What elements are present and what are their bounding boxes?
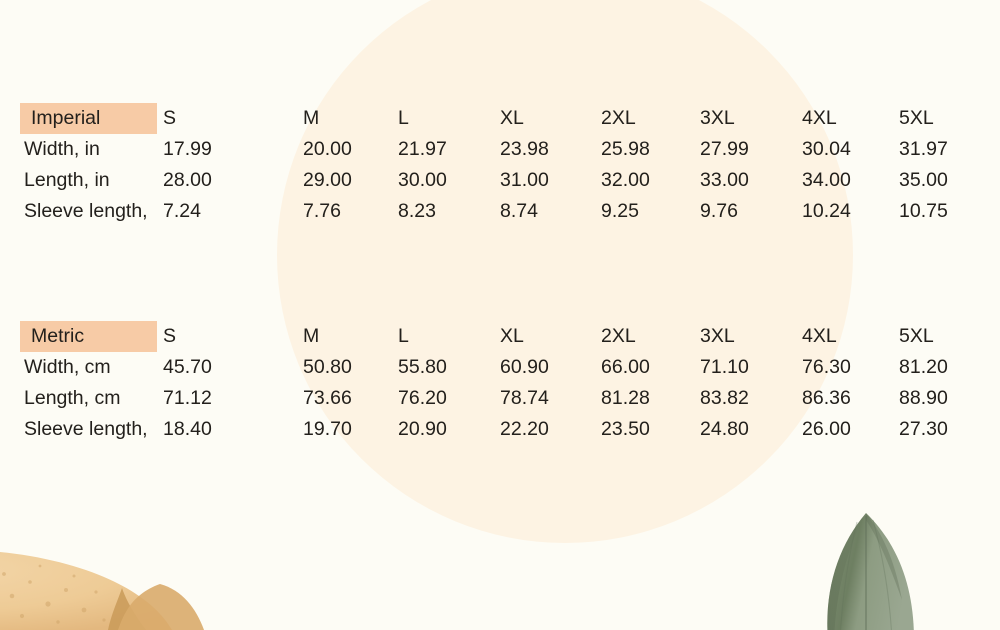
- cell-sleeve-in-4xl: 10.24: [802, 200, 851, 222]
- cell-sleeve-cm-m: 19.70: [303, 418, 352, 440]
- cell-sleeve-cm-5xl: 27.30: [899, 418, 948, 440]
- cell-width-in-l: 21.97: [398, 138, 447, 160]
- column-header-l: L: [398, 107, 409, 129]
- column-header-m: M: [303, 325, 320, 347]
- cell-width-cm-5xl: 81.20: [899, 356, 948, 378]
- unit-badge-imperial: Imperial: [20, 103, 157, 134]
- table-row: Width, in 17.99 20.00 21.97 23.98 25.98 …: [0, 134, 1000, 165]
- row-label-length-in: Length, in: [24, 169, 110, 191]
- cell-length-in-5xl: 35.00: [899, 169, 948, 191]
- cell-width-cm-4xl: 76.30: [802, 356, 851, 378]
- cell-length-cm-4xl: 86.36: [802, 387, 851, 409]
- size-table-metric: Metric S M L XL 2XL 3XL 4XL 5XL Width, c…: [0, 321, 1000, 445]
- cell-width-cm-m: 50.80: [303, 356, 352, 378]
- cell-length-cm-xl: 78.74: [500, 387, 549, 409]
- column-header-4xl: 4XL: [802, 325, 837, 347]
- column-header-5xl: 5XL: [899, 325, 934, 347]
- cell-length-in-3xl: 33.00: [700, 169, 749, 191]
- cell-length-cm-3xl: 83.82: [700, 387, 749, 409]
- row-label-width-in: Width, in: [24, 138, 100, 160]
- column-header-4xl: 4XL: [802, 107, 837, 129]
- column-header-5xl: 5XL: [899, 107, 934, 129]
- cell-width-cm-3xl: 71.10: [700, 356, 749, 378]
- size-table-imperial: Imperial S M L XL 2XL 3XL 4XL 5XL Width,…: [0, 103, 1000, 227]
- cell-sleeve-in-3xl: 9.76: [700, 200, 738, 222]
- cell-width-cm-2xl: 66.00: [601, 356, 650, 378]
- row-label-length-cm: Length, cm: [24, 387, 121, 409]
- cell-width-cm-xl: 60.90: [500, 356, 549, 378]
- cell-length-cm-m: 73.66: [303, 387, 352, 409]
- cell-width-in-4xl: 30.04: [802, 138, 851, 160]
- cell-width-in-s: 17.99: [163, 138, 212, 160]
- cell-length-cm-s: 71.12: [163, 387, 212, 409]
- cell-width-in-3xl: 27.99: [700, 138, 749, 160]
- column-header-xl: XL: [500, 325, 524, 347]
- unit-badge-metric: Metric: [20, 321, 157, 352]
- cell-width-in-2xl: 25.98: [601, 138, 650, 160]
- cell-sleeve-cm-s: 18.40: [163, 418, 212, 440]
- cell-length-in-m: 29.00: [303, 169, 352, 191]
- cell-length-in-2xl: 32.00: [601, 169, 650, 191]
- cell-sleeve-in-m: 7.76: [303, 200, 341, 222]
- column-header-s: S: [163, 107, 177, 129]
- column-header-3xl: 3XL: [700, 107, 735, 129]
- cell-sleeve-cm-2xl: 23.50: [601, 418, 650, 440]
- cell-sleeve-cm-4xl: 26.00: [802, 418, 851, 440]
- cell-length-in-l: 30.00: [398, 169, 447, 191]
- cell-length-in-s: 28.00: [163, 169, 212, 191]
- cell-sleeve-in-5xl: 10.75: [899, 200, 948, 222]
- column-header-xl: XL: [500, 107, 524, 129]
- table-row: Sleeve length, 18.40 19.70 20.90 22.20 2…: [0, 414, 1000, 445]
- cell-sleeve-in-xl: 8.74: [500, 200, 538, 222]
- cell-sleeve-cm-xl: 22.20: [500, 418, 549, 440]
- cell-length-cm-2xl: 81.28: [601, 387, 650, 409]
- cell-width-cm-s: 45.70: [163, 356, 212, 378]
- cell-sleeve-cm-3xl: 24.80: [700, 418, 749, 440]
- cell-width-in-xl: 23.98: [500, 138, 549, 160]
- table-row: Length, in 28.00 29.00 30.00 31.00 32.00…: [0, 165, 1000, 196]
- cell-length-cm-l: 76.20: [398, 387, 447, 409]
- table-row: Length, cm 71.12 73.66 76.20 78.74 81.28…: [0, 383, 1000, 414]
- column-header-s: S: [163, 325, 177, 347]
- row-label-sleeve-length-in: Sleeve length,: [24, 200, 148, 222]
- cell-length-in-4xl: 34.00: [802, 169, 851, 191]
- column-header-2xl: 2XL: [601, 325, 636, 347]
- row-label-width-cm: Width, cm: [24, 356, 111, 378]
- table-header-row-imperial: Imperial S M L XL 2XL 3XL 4XL 5XL: [0, 103, 1000, 134]
- cell-width-in-m: 20.00: [303, 138, 352, 160]
- cell-sleeve-in-2xl: 9.25: [601, 200, 639, 222]
- column-header-2xl: 2XL: [601, 107, 636, 129]
- cell-width-in-5xl: 31.97: [899, 138, 948, 160]
- row-label-sleeve-length-cm: Sleeve length,: [24, 418, 148, 440]
- cell-width-cm-l: 55.80: [398, 356, 447, 378]
- cell-length-cm-5xl: 88.90: [899, 387, 948, 409]
- table-row: Width, cm 45.70 50.80 55.80 60.90 66.00 …: [0, 352, 1000, 383]
- column-header-m: M: [303, 107, 320, 129]
- cell-sleeve-in-s: 7.24: [163, 200, 201, 222]
- table-row: Sleeve length, 7.24 7.76 8.23 8.74 9.25 …: [0, 196, 1000, 227]
- table-header-row-metric: Metric S M L XL 2XL 3XL 4XL 5XL: [0, 321, 1000, 352]
- column-header-3xl: 3XL: [700, 325, 735, 347]
- cell-length-in-xl: 31.00: [500, 169, 549, 191]
- column-header-l: L: [398, 325, 409, 347]
- cell-sleeve-in-l: 8.23: [398, 200, 436, 222]
- cell-sleeve-cm-l: 20.90: [398, 418, 447, 440]
